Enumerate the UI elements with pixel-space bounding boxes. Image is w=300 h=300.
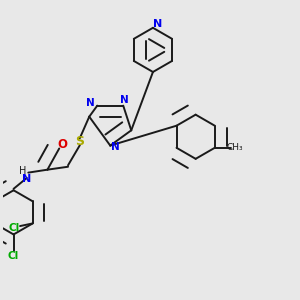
Text: Cl: Cl <box>8 251 19 261</box>
Text: Cl: Cl <box>8 224 20 233</box>
Text: N: N <box>22 174 32 184</box>
Text: H: H <box>19 167 26 176</box>
Text: N: N <box>153 19 162 29</box>
Text: CH₃: CH₃ <box>226 143 243 152</box>
Text: N: N <box>120 95 129 105</box>
Text: N: N <box>111 142 120 152</box>
Text: N: N <box>86 98 95 108</box>
Text: S: S <box>75 135 84 148</box>
Text: O: O <box>58 138 68 151</box>
